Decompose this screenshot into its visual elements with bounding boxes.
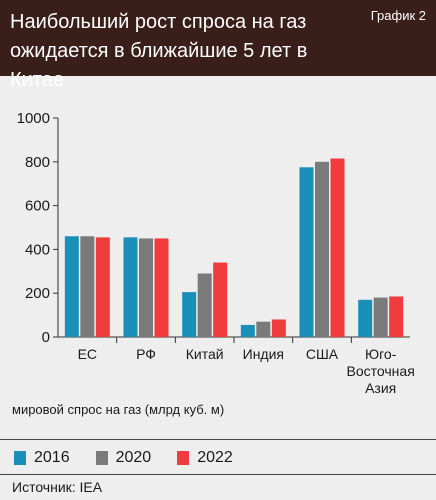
x-category-label: Юго-	[365, 346, 397, 362]
y-tick-label: 1000	[17, 110, 50, 127]
bar-2020	[373, 297, 388, 337]
legend-item-2016: 2016	[14, 449, 70, 467]
source-label: Источник: IEA	[12, 479, 103, 495]
bar-2022	[389, 296, 404, 337]
x-category-label: Азия	[365, 380, 396, 396]
bar-2016	[358, 299, 373, 337]
bar-2016	[64, 236, 79, 337]
y-tick-label: 800	[25, 154, 50, 171]
legend-label: 2020	[115, 449, 152, 466]
y-tick-label: 400	[25, 241, 50, 258]
y-axis-units-label: мировой спрос на газ (млрд куб. м)	[12, 402, 225, 417]
legend-label: 2016	[34, 449, 70, 466]
bar-2022	[154, 238, 169, 337]
x-category-label: Индия	[243, 346, 284, 362]
bar-2016	[240, 324, 255, 337]
bar-2020	[197, 273, 212, 337]
bar-chart: 0 200 400 600 800 1000 ЕС РФ Китай Индия США Юго- Во…	[0, 90, 436, 410]
y-tick-label: 200	[25, 285, 50, 302]
bar-2020	[139, 238, 153, 337]
legend-label: 2022	[197, 449, 233, 466]
x-category-label: РФ	[136, 346, 156, 362]
bar-2022	[213, 262, 228, 337]
bar-2020	[80, 236, 95, 337]
x-category-label: Китай	[186, 346, 224, 362]
legend-item-2020: 2020	[95, 449, 152, 467]
bar-2022	[330, 158, 345, 337]
legend-swatch	[177, 451, 190, 465]
y-tick-label: 600	[25, 198, 50, 215]
x-category-label: ЕС	[78, 346, 97, 362]
bar-2022	[271, 319, 286, 337]
bar-2016	[182, 292, 197, 337]
bar-2016	[299, 167, 314, 337]
legend-top-divider	[0, 439, 436, 440]
chart-header: Наибольший рост спроса на газ ожидается …	[0, 0, 436, 91]
legend-bottom-divider	[0, 474, 436, 475]
bar-2016	[123, 237, 138, 337]
chart-number-label: График 2	[370, 8, 426, 23]
y-tick-label: 0	[42, 329, 50, 346]
chart-title: Наибольший рост спроса на газ ожидается …	[10, 11, 308, 91]
legend-item-2022: 2022	[177, 449, 233, 467]
legend-swatch	[95, 451, 108, 465]
x-category-label: Восточная	[347, 363, 415, 379]
bar-2020	[256, 321, 271, 337]
legend-swatch	[14, 451, 26, 465]
legend: 2016 2020 2022	[14, 447, 233, 469]
bar-2020	[315, 161, 329, 337]
bar-chart-svg: 0 200 400 600 800 1000 ЕС РФ Китай Индия США Юго-Во…	[17, 110, 415, 396]
bar-2022	[95, 237, 110, 337]
x-category-label: США	[306, 346, 339, 362]
